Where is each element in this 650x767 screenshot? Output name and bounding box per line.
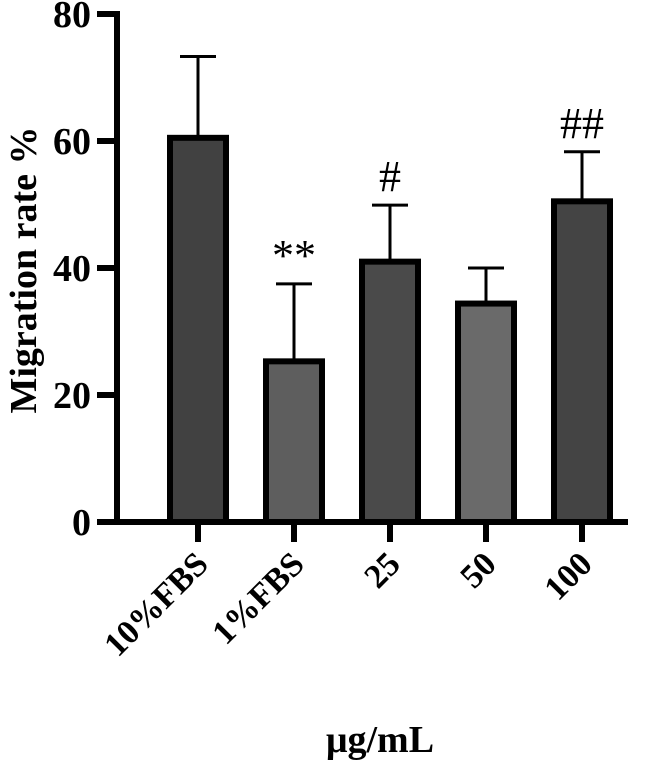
x-axis-title: μg/mL xyxy=(326,719,434,761)
significance-marker: ## xyxy=(560,99,604,148)
x-tick-label: 50 xyxy=(453,545,503,595)
significance-marker: # xyxy=(379,152,401,201)
x-tick-label: 100 xyxy=(537,545,599,607)
y-tick-label: 20 xyxy=(53,375,91,417)
bar-100 xyxy=(551,198,613,525)
x-tick-label: 1%FBS xyxy=(205,545,311,651)
significance-annotations: **### xyxy=(272,99,604,280)
y-tick-label: 40 xyxy=(53,248,91,290)
y-ticks: 0 20 40 60 80 xyxy=(53,0,117,544)
bar-50 xyxy=(455,300,517,525)
error-bars-layer xyxy=(180,55,600,362)
significance-marker: ** xyxy=(272,231,316,280)
y-axis-title: Migration rate % xyxy=(3,126,45,413)
y-tick-label: 80 xyxy=(53,0,91,36)
y-tick-label: 60 xyxy=(53,121,91,163)
x-tick-label: 10%FBS xyxy=(97,545,215,663)
y-tick-label: 0 xyxy=(72,502,91,544)
bar-25 xyxy=(359,258,421,525)
x-tick-label: 25 xyxy=(357,545,407,595)
bar-1-fbs xyxy=(263,358,325,525)
bar-10-fbs xyxy=(167,134,229,525)
